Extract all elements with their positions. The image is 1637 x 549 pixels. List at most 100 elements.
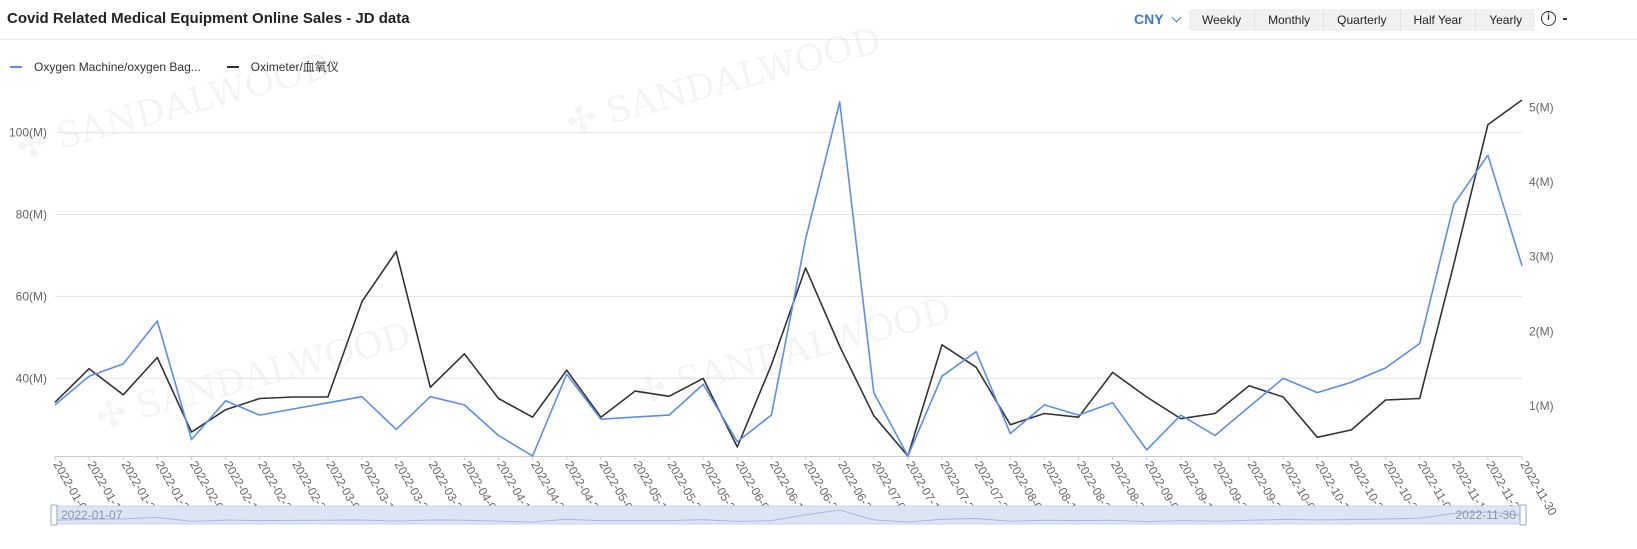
y-left-tick-label: 60(M) — [16, 289, 47, 303]
currency-selector[interactable]: CNY — [1134, 11, 1182, 27]
data-point-oximeter — [292, 395, 296, 399]
data-point-oximeter — [1111, 370, 1115, 374]
legend-swatch-oximeter — [226, 65, 239, 68]
data-point-oxygen — [838, 100, 842, 104]
data-point-oxygen — [1418, 341, 1422, 345]
data-point-oxygen — [1281, 376, 1285, 380]
y-right-tick-label: 5(M) — [1529, 100, 1554, 114]
y-left-tick-label: 80(M) — [16, 208, 47, 222]
more-indicator — [1563, 18, 1567, 20]
data-point-oximeter — [1281, 395, 1285, 399]
data-point-oximeter — [462, 352, 466, 356]
data-point-oxygen — [121, 362, 125, 366]
data-point-oximeter — [769, 363, 773, 367]
data-point-oximeter — [906, 454, 910, 458]
data-point-oximeter — [1520, 98, 1524, 102]
period-switcher: Weekly Monthly Quarterly Half Year Yearl… — [1189, 9, 1536, 31]
data-point-oxygen — [735, 440, 739, 444]
data-point-oxygen — [701, 382, 705, 386]
data-point-oximeter — [53, 400, 57, 404]
data-point-oxygen — [155, 319, 159, 323]
data-point-oximeter — [155, 355, 159, 359]
data-point-oxygen — [565, 372, 569, 376]
period-monthly[interactable]: Monthly — [1255, 9, 1325, 31]
data-point-oxygen — [394, 427, 398, 431]
period-quarterly[interactable]: Quarterly — [1324, 9, 1401, 31]
data-point-oximeter — [531, 415, 535, 419]
watermark-3: ✣ SANDALWOOD — [632, 290, 956, 414]
data-point-oximeter — [326, 395, 330, 399]
y-right-tick-label: 2(M) — [1529, 324, 1554, 338]
data-point-oximeter — [804, 266, 808, 270]
series-line-oximeter — [54, 99, 1523, 457]
series-line-oxygen — [54, 101, 1523, 457]
y-left-tick-label: 100(M) — [9, 126, 47, 140]
data-point-oximeter — [1042, 411, 1046, 415]
data-point-oxygen — [87, 374, 91, 378]
period-half-year[interactable]: Half Year — [1401, 9, 1477, 31]
chart-header: Covid Related Medical Equipment Online S… — [0, 0, 1637, 40]
y-left-tick-label: 40(M) — [16, 371, 47, 385]
data-point-oximeter — [701, 376, 705, 380]
data-point-oximeter — [1315, 435, 1319, 439]
data-point-oxygen — [633, 415, 637, 419]
watermark-0: ✣ SANDALWOOD — [12, 45, 336, 169]
period-weekly[interactable]: Weekly — [1189, 9, 1256, 31]
data-point-oximeter — [599, 415, 603, 419]
chart-legend: Oxygen Machine/oxygen Bag... Oximeter/血氧… — [10, 58, 365, 75]
data-point-oxygen — [974, 350, 978, 354]
data-point-oxygen — [1452, 202, 1456, 206]
data-point-oxygen — [1179, 413, 1183, 417]
data-point-oxygen — [292, 407, 296, 411]
data-point-oxygen — [1349, 380, 1353, 384]
data-point-oxygen — [1008, 431, 1012, 435]
data-point-oximeter — [224, 408, 228, 412]
data-point-oximeter — [394, 250, 398, 254]
data-point-oximeter — [189, 430, 193, 434]
data-point-oxygen — [872, 391, 876, 395]
data-point-oximeter — [1418, 397, 1422, 401]
data-point-oximeter — [428, 385, 432, 389]
data-point-oximeter — [667, 394, 671, 398]
data-point-oxygen — [804, 237, 808, 241]
range-slider-end-label: 2022-11-30 — [1456, 508, 1517, 522]
period-yearly[interactable]: Yearly — [1489, 13, 1523, 27]
data-point-oximeter — [258, 397, 262, 401]
range-slider-preview — [54, 509, 1523, 523]
data-point-oximeter — [1486, 123, 1490, 127]
data-point-oxygen — [940, 374, 944, 378]
data-point-oxygen — [189, 438, 193, 442]
data-point-oxygen — [1247, 405, 1251, 409]
data-point-oximeter — [974, 365, 978, 369]
data-point-oxygen — [1315, 391, 1319, 395]
data-point-oxygen — [769, 413, 773, 417]
data-point-oxygen — [1384, 366, 1388, 370]
data-point-oximeter — [872, 414, 876, 418]
data-point-oximeter — [1076, 415, 1080, 419]
data-point-oximeter — [838, 344, 842, 348]
y-right-tick-label: 3(M) — [1529, 250, 1554, 264]
data-point-oxygen — [224, 399, 228, 403]
range-slider-handle-start[interactable] — [50, 504, 58, 526]
data-point-oxygen — [462, 403, 466, 407]
data-point-oxygen — [1486, 153, 1490, 157]
data-point-oximeter — [1145, 395, 1149, 399]
currency-label: CNY — [1134, 11, 1164, 27]
data-point-oxygen — [1145, 448, 1149, 452]
range-slider-handle-end[interactable] — [1519, 504, 1527, 526]
legend-item-oximeter[interactable]: Oximeter/血氧仪 — [226, 58, 339, 75]
y-right-tick-label: 4(M) — [1529, 175, 1554, 189]
y-right-tick-label: 1(M) — [1529, 399, 1554, 413]
legend-label-oxygen: Oxygen Machine/oxygen Bag... — [34, 59, 201, 74]
legend-item-oxygen[interactable]: Oxygen Machine/oxygen Bag... — [10, 58, 201, 75]
data-point-oxygen — [326, 401, 330, 405]
info-icon[interactable]: i — [1541, 11, 1556, 26]
data-point-oxygen — [497, 434, 501, 438]
legend-swatch-oxygen — [10, 65, 22, 68]
data-point-oximeter — [940, 343, 944, 347]
data-point-oxygen — [1213, 434, 1217, 438]
data-point-oximeter — [735, 445, 739, 449]
data-point-oxygen — [531, 454, 535, 458]
data-point-oximeter — [1384, 398, 1388, 402]
